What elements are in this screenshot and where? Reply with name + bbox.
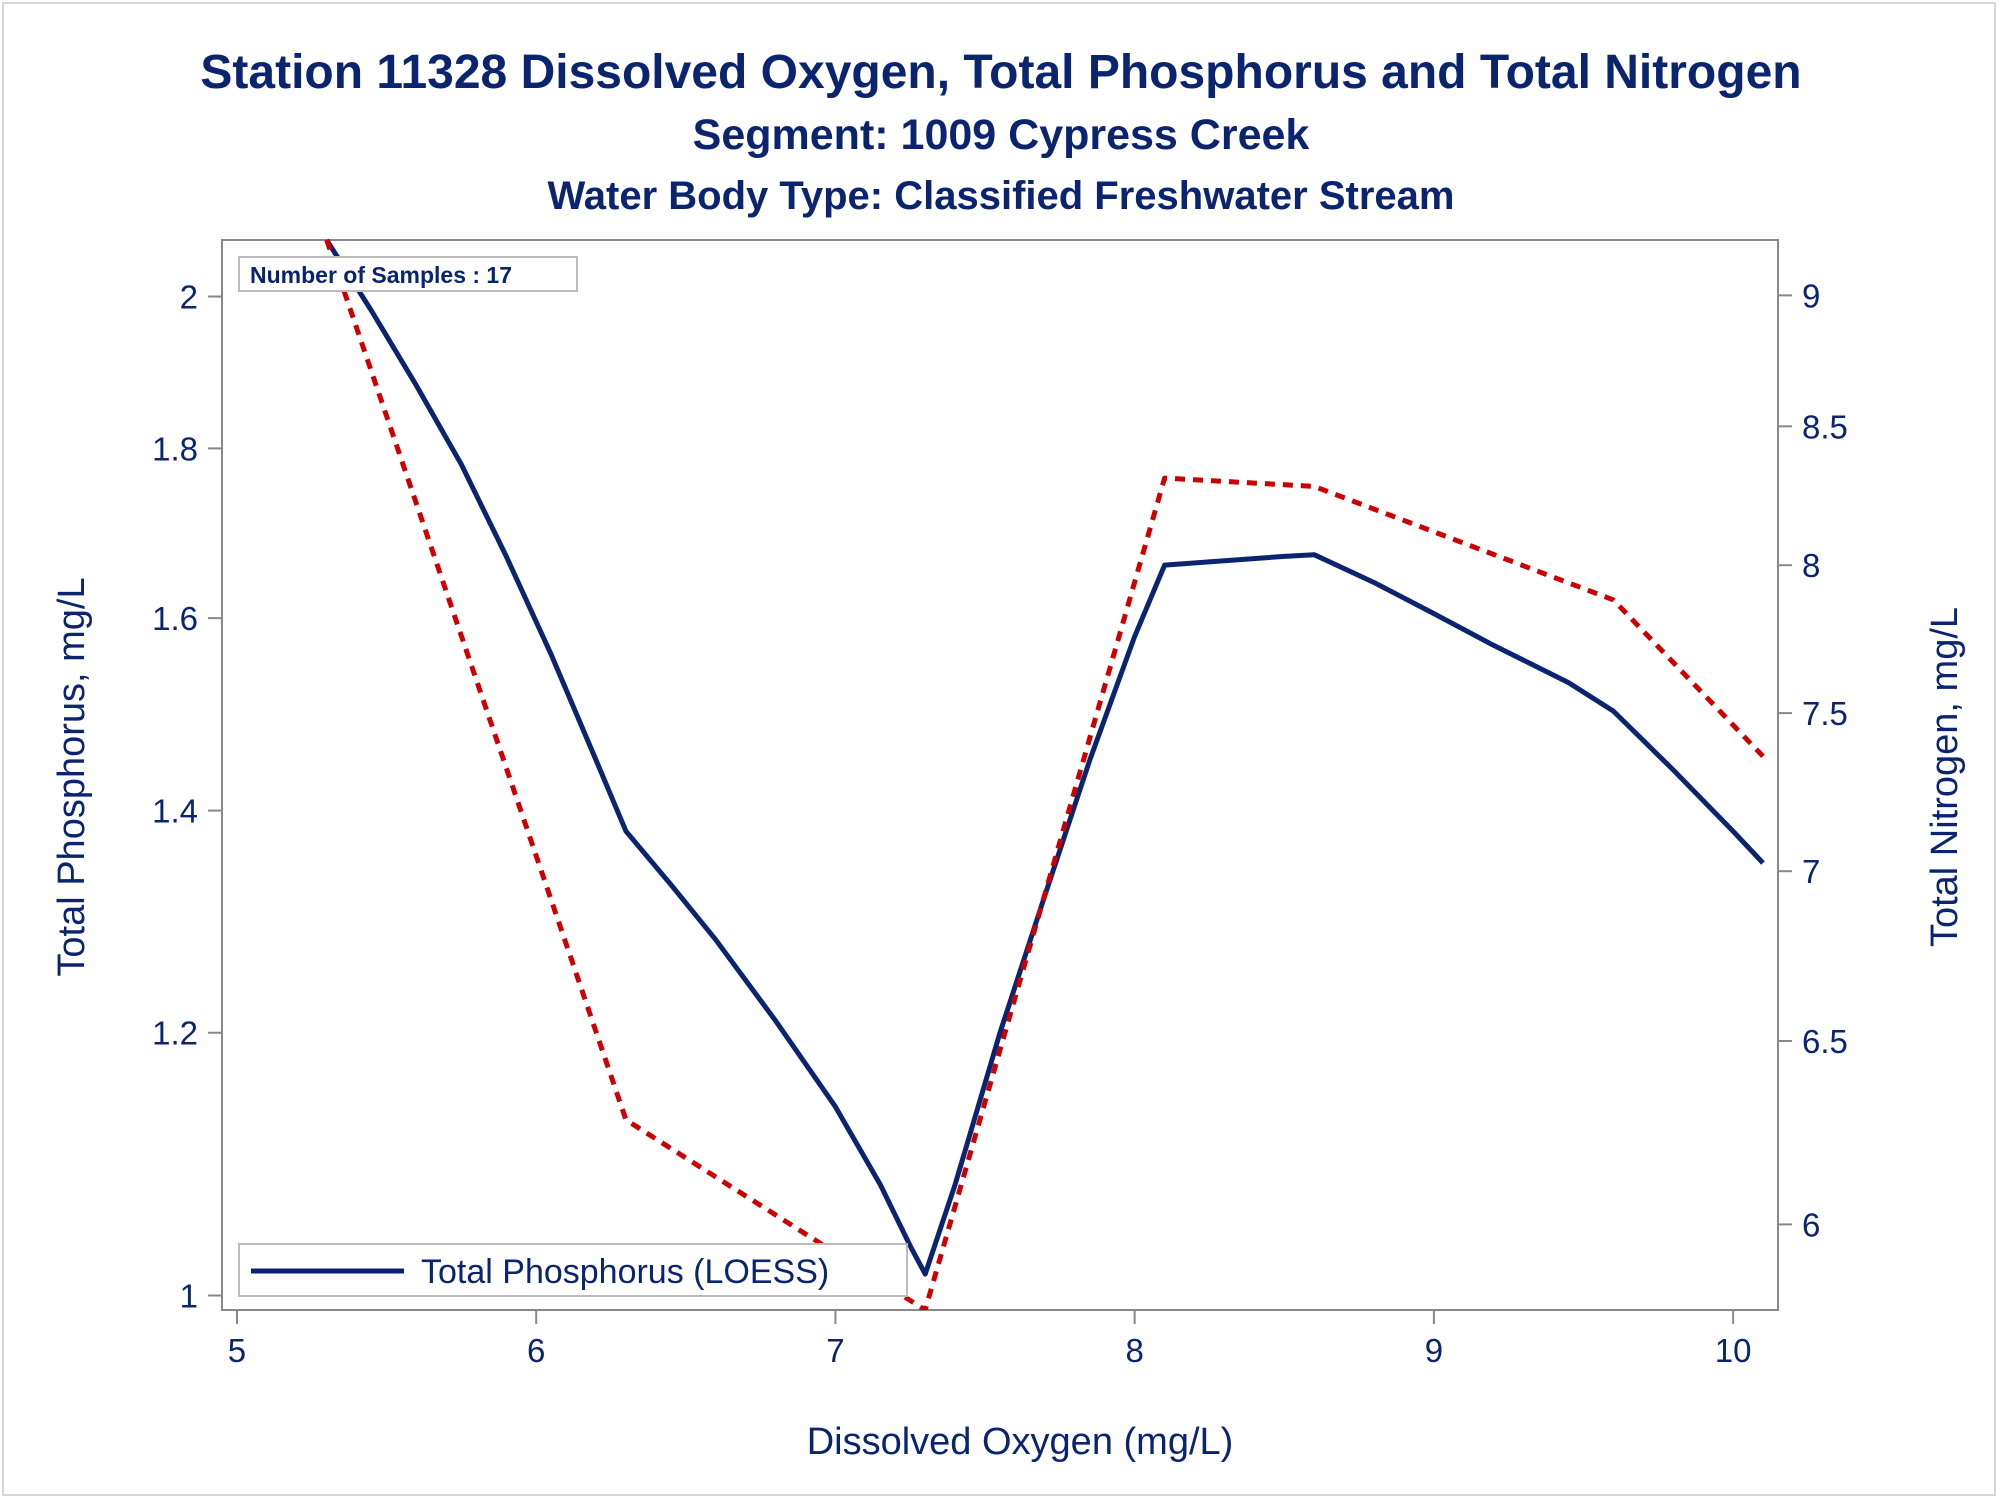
sample-count-frame [238,256,578,292]
x-axis: 5 6 7 8 9 10 [228,1310,1752,1369]
series-line-phosphorus [324,238,1765,1277]
legend: Total Phosphorus (LOESS) [238,1243,908,1297]
sample-count-label: Number of Samples : 17 [250,262,512,288]
x-tick-label: 10 [1715,1332,1752,1369]
x-tick-label: 8 [1125,1332,1143,1369]
chart-title: Station 11328 Dissolved Oxygen, Total Ph… [200,46,1801,99]
chart-subtitle: Segment: 1009 Cypress Creek [693,111,1310,159]
y-tick-label: 2 [180,279,198,316]
x-tick-label: 9 [1425,1332,1443,1369]
y2-tick-label: 6 [1802,1206,1820,1243]
y2-tick-label: 6.5 [1802,1023,1848,1060]
sample-count-box: Number of Samples : 17 [238,256,578,292]
y-tick-label: 1.6 [152,600,198,637]
y2-tick-label: 8.5 [1802,408,1848,445]
x-tick-label: 6 [527,1332,545,1369]
plot-area [221,239,1779,1311]
chart-subtitle-2: Water Body Type: Classified Freshwater S… [548,174,1455,218]
y2-tick-label: 7.5 [1802,695,1848,732]
y-tick-label: 1.4 [152,793,198,830]
series-line-nitrogen [324,239,1765,1310]
y2-axis-title: Total Nitrogen, mg/L [1924,607,1966,947]
y2-tick-label: 9 [1802,277,1820,314]
x-tick-label: 5 [228,1332,246,1369]
series-layer [324,238,1765,1310]
chart-canvas: Station 11328 Dissolved Oxygen, Total Ph… [51,46,1966,1463]
x-tick-label: 7 [826,1332,844,1369]
y-tick-label: 1.2 [152,1015,198,1052]
y-axis-title: Total Phosphorus, mg/L [51,577,93,976]
y-tick-label: 1.8 [152,430,198,467]
y2-tick-label: 7 [1802,853,1820,890]
y-tick-label: 1 [180,1278,198,1315]
x-axis-title: Dissolved Oxygen (mg/L) [807,1421,1234,1463]
y2-tick-label: 8 [1802,547,1820,584]
legend-label-phosphorus: Total Phosphorus (LOESS) [421,1253,829,1291]
y2-axis: 6 6.5 7 7.5 8 8.5 9 [1778,277,1848,1243]
y-axis: 1 1.2 1.4 1.6 1.8 2 [152,279,222,1315]
